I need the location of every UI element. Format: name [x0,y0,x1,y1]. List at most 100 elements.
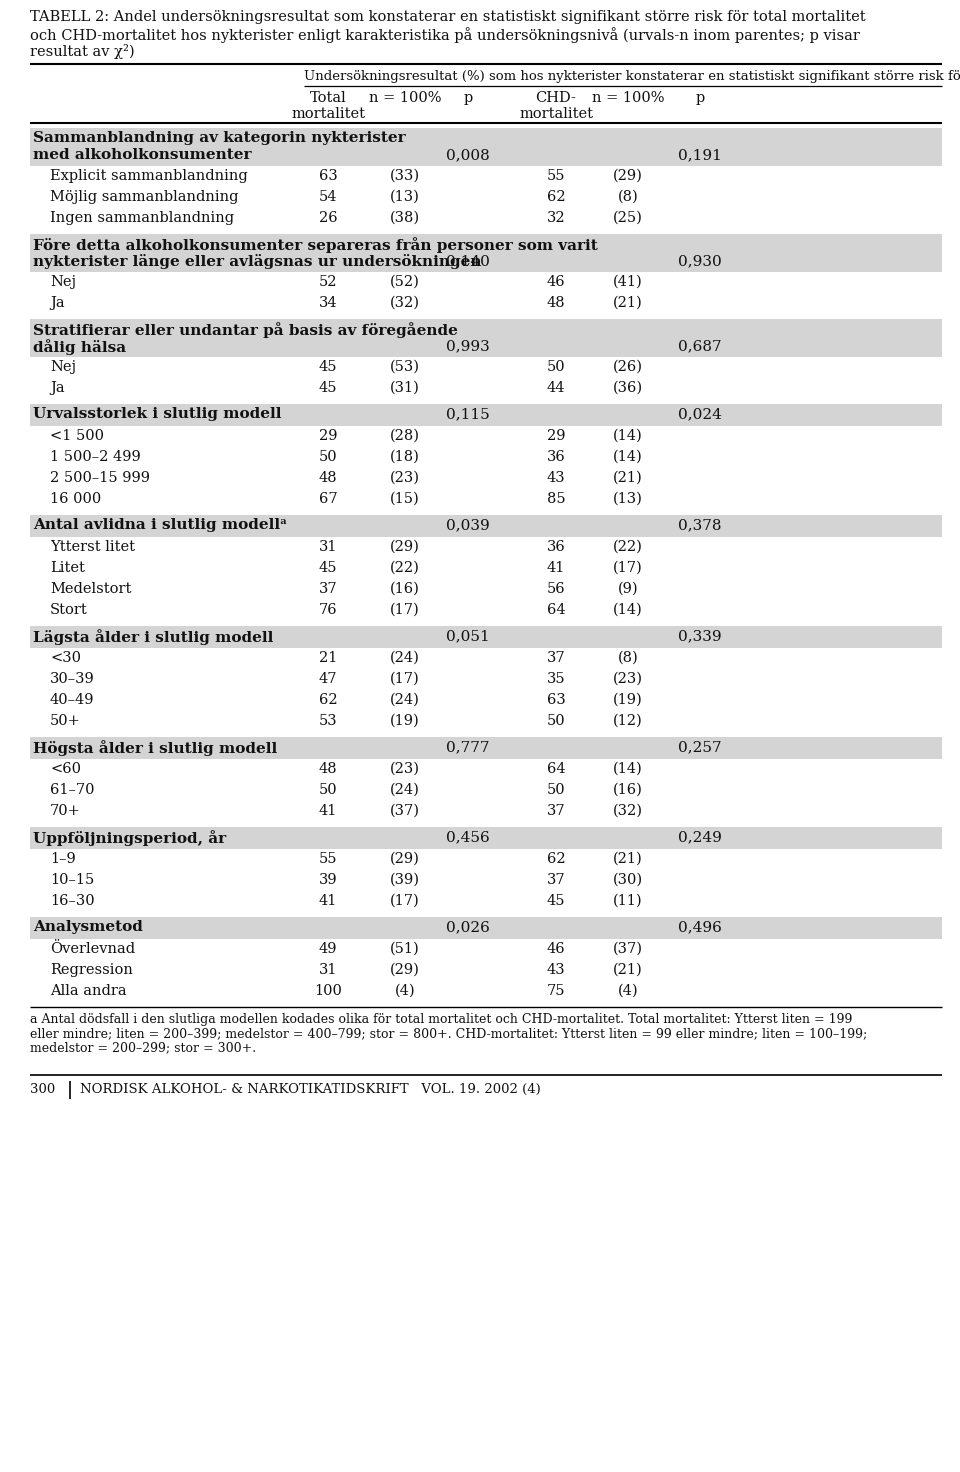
Text: Antal avlidna i slutlig modellᵃ: Antal avlidna i slutlig modellᵃ [33,518,287,531]
Text: p: p [464,91,472,105]
Text: 50: 50 [546,783,565,796]
Text: 0,456: 0,456 [446,830,490,843]
Text: n = 100%: n = 100% [369,91,442,105]
Text: (13): (13) [613,492,643,506]
Text: 76: 76 [319,604,337,617]
Text: 26: 26 [319,210,337,225]
Text: 41: 41 [547,561,565,576]
Text: 50: 50 [546,714,565,729]
Text: (29): (29) [613,169,643,183]
Text: 45: 45 [319,561,337,576]
Text: 0,339: 0,339 [678,629,722,643]
Text: 53: 53 [319,714,337,729]
Text: 29: 29 [547,428,565,443]
Text: 63: 63 [546,693,565,707]
Text: CHD-: CHD- [536,91,576,105]
Text: 62: 62 [546,190,565,205]
Text: 0,008: 0,008 [446,149,490,162]
Text: 45: 45 [319,381,337,394]
Text: Möjlig sammanblandning: Möjlig sammanblandning [50,190,238,205]
Text: 63: 63 [319,169,337,183]
Text: 2 500–15 999: 2 500–15 999 [50,471,150,484]
Text: (53): (53) [390,361,420,374]
Text: <30: <30 [50,651,81,665]
Text: 0,026: 0,026 [446,920,490,935]
Text: 1 500–2 499: 1 500–2 499 [50,450,141,464]
Text: (22): (22) [390,561,420,576]
Text: 21: 21 [319,651,337,665]
Text: (16): (16) [613,783,643,796]
Text: med alkoholkonsumenter: med alkoholkonsumenter [33,149,252,162]
Text: (23): (23) [390,762,420,776]
Text: (28): (28) [390,428,420,443]
Text: (14): (14) [613,450,643,464]
Text: 0,993: 0,993 [446,339,490,353]
Text: 37: 37 [546,873,565,888]
Text: 46: 46 [546,942,565,955]
Text: 0,115: 0,115 [446,406,490,421]
Bar [30,917,942,939]
Text: 0,496: 0,496 [678,920,722,935]
Text: 61–70: 61–70 [50,783,94,796]
Text: Ja: Ja [50,381,64,394]
Text: (15): (15) [390,492,420,506]
Text: (14): (14) [613,762,643,776]
Text: 43: 43 [546,963,565,977]
Text: NORDISK ALKOHOL- & NARKOTIKATIDSKRIFT   VOL. 19. 2002 (4): NORDISK ALKOHOL- & NARKOTIKATIDSKRIFT VO… [80,1083,540,1097]
Text: (33): (33) [390,169,420,183]
Text: 54: 54 [319,190,337,205]
Text: Överlevnad: Överlevnad [50,942,135,955]
Text: 52: 52 [319,275,337,289]
Text: (30): (30) [612,873,643,888]
Text: 0,249: 0,249 [678,830,722,843]
Text: 50+: 50+ [50,714,81,729]
Text: (21): (21) [613,963,643,977]
Text: 56: 56 [546,581,565,596]
Text: (29): (29) [390,963,420,977]
Text: (13): (13) [390,190,420,205]
Text: (14): (14) [613,428,643,443]
Text: p: p [695,91,705,105]
Text: 48: 48 [319,471,337,484]
Text: (41): (41) [613,275,643,289]
Text: 37: 37 [546,651,565,665]
Text: Nej: Nej [50,361,76,374]
Bar [30,515,942,537]
Text: och CHD-mortalitet hos nykterister enligt karakteristika på undersökningsnivå (u: och CHD-mortalitet hos nykterister enlig… [30,26,860,43]
Text: (24): (24) [390,783,420,796]
Text: 34: 34 [319,296,337,311]
Text: 1–9: 1–9 [50,852,76,866]
Text: <60: <60 [50,762,81,776]
Text: 40–49: 40–49 [50,693,94,707]
Text: (21): (21) [613,471,643,484]
Text: Sammanblandning av kategorin nykterister: Sammanblandning av kategorin nykterister [33,131,406,146]
Text: eller mindre; liten = 200–399; medelstor = 400–799; stor = 800+. CHD-mortalitet:: eller mindre; liten = 200–399; medelstor… [30,1027,867,1041]
Text: (32): (32) [613,804,643,818]
Text: 37: 37 [546,804,565,818]
Text: Nej: Nej [50,275,76,289]
Bar [30,234,942,272]
Text: (51): (51) [390,942,420,955]
Text: Stratifierar eller undantar på basis av föregående: Stratifierar eller undantar på basis av … [33,322,458,339]
Text: 50: 50 [319,450,337,464]
Text: (17): (17) [390,604,420,617]
Text: 16–30: 16–30 [50,894,95,908]
Text: 64: 64 [546,604,565,617]
Text: 100: 100 [314,983,342,998]
Text: 35: 35 [546,673,565,686]
Text: (8): (8) [617,651,638,665]
Text: (38): (38) [390,210,420,225]
Text: (16): (16) [390,581,420,596]
Text: 55: 55 [319,852,337,866]
Text: 46: 46 [546,275,565,289]
Text: 31: 31 [319,540,337,553]
Text: mortalitet: mortalitet [291,107,365,121]
Text: Uppföljningsperiod, år: Uppföljningsperiod, år [33,830,227,846]
Text: (22): (22) [613,540,643,553]
Text: 39: 39 [319,873,337,888]
Text: Medelstort: Medelstort [50,581,132,596]
Text: 0,378: 0,378 [679,518,722,531]
Text: 85: 85 [546,492,565,506]
Text: 0,930: 0,930 [678,255,722,268]
Text: 10–15: 10–15 [50,873,94,888]
